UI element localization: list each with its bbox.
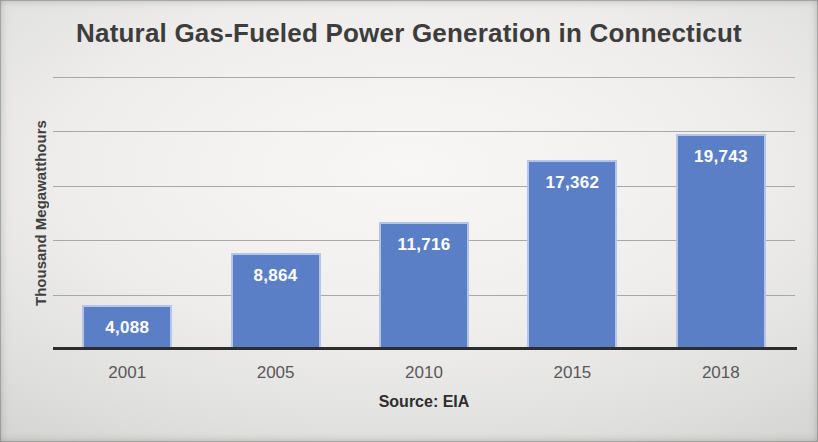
x-tick-label-2001: 2001 [53, 363, 201, 383]
bar-2001: 4,088 [82, 305, 172, 349]
x-tick-label-2010: 2010 [350, 363, 498, 383]
bar-slot-2005: 8,864 [201, 77, 349, 349]
bar-slot-2010: 11,716 [350, 77, 498, 349]
x-axis-baseline [53, 347, 797, 350]
plot-area: 4,088 8,864 11,716 17,362 19,743 [53, 77, 795, 349]
source-label: Source: EIA [53, 393, 795, 411]
bar-value-label-2015: 17,362 [529, 162, 615, 193]
x-tick-label-2018: 2018 [647, 363, 795, 383]
bar-value-label-2005: 8,864 [233, 255, 319, 286]
bar-2015: 17,362 [527, 160, 617, 349]
bar-2005: 8,864 [231, 253, 321, 349]
bar-slot-2001: 4,088 [53, 77, 201, 349]
bar-value-label-2010: 11,716 [381, 224, 467, 255]
bar-slot-2015: 17,362 [498, 77, 646, 349]
bar-value-label-2018: 19,743 [678, 136, 764, 167]
chart-slide: Natural Gas-Fueled Power Generation in C… [0, 0, 818, 442]
x-tick-label-2005: 2005 [201, 363, 349, 383]
bar-2018: 19,743 [676, 134, 766, 349]
bar-value-label-2001: 4,088 [84, 307, 170, 338]
y-axis-title: Thousand Megawatthours [28, 77, 52, 349]
bar-slot-2018: 19,743 [647, 77, 795, 349]
chart-title: Natural Gas-Fueled Power Generation in C… [0, 18, 818, 49]
bars-row: 4,088 8,864 11,716 17,362 19,743 [53, 77, 795, 349]
x-axis-labels: 20012005201020152018 [53, 363, 795, 383]
x-tick-label-2015: 2015 [498, 363, 646, 383]
bar-2010: 11,716 [379, 222, 469, 349]
